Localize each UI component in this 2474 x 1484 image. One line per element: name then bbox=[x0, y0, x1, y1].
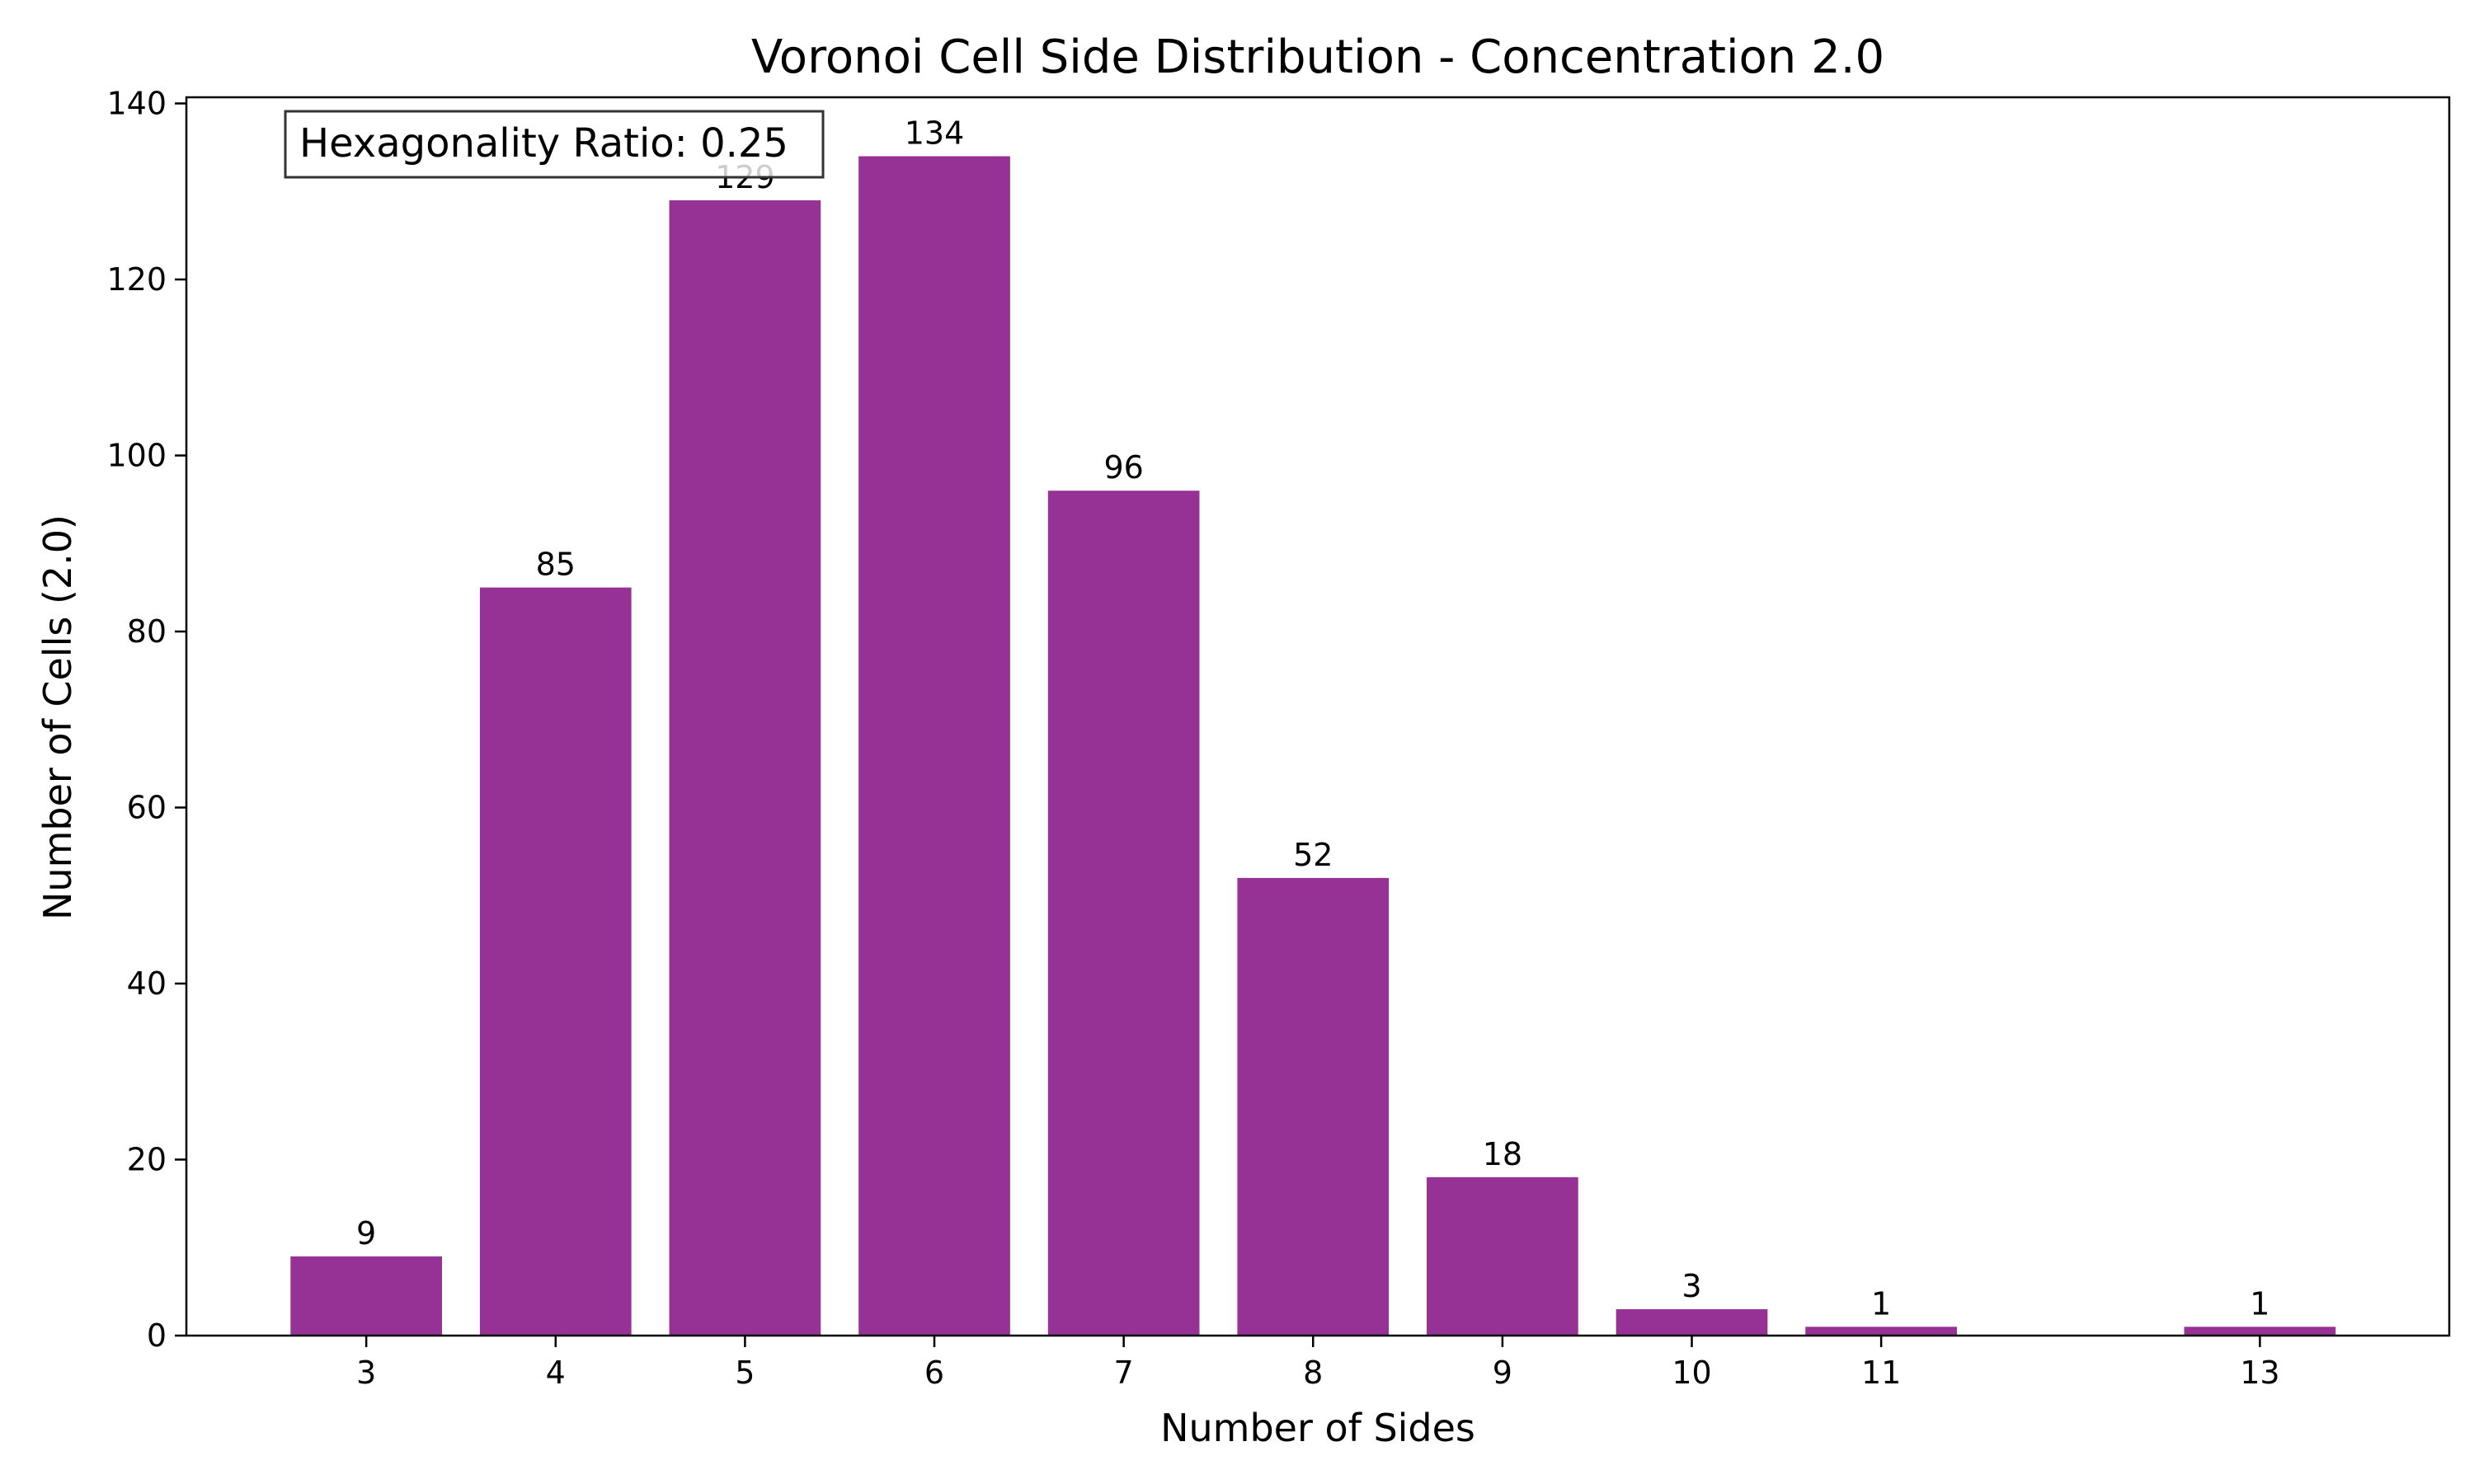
bar-value-label: 134 bbox=[905, 115, 965, 152]
x-tick-label: 7 bbox=[1114, 1355, 1134, 1391]
y-tick-label: 20 bbox=[127, 1141, 167, 1177]
x-axis-label: Number of Sides bbox=[1160, 1406, 1475, 1450]
bar-6 bbox=[858, 156, 1010, 1336]
x-tick-label: 9 bbox=[1493, 1355, 1512, 1391]
bar-5 bbox=[669, 200, 821, 1336]
bar-value-label: 96 bbox=[1103, 449, 1143, 486]
y-tick-label: 120 bbox=[106, 261, 167, 298]
bar-10 bbox=[1616, 1308, 1768, 1336]
x-tick-label: 13 bbox=[2240, 1355, 2279, 1391]
y-axis-label: Number of Cells (2.0) bbox=[35, 514, 80, 920]
bar-4 bbox=[479, 587, 632, 1336]
plot-frame bbox=[185, 96, 2451, 1337]
annotation-box: Hexagonality Ratio: 0.25 bbox=[284, 110, 825, 179]
y-tick-label: 40 bbox=[127, 965, 167, 1002]
annotation-text: Hexagonality Ratio: 0.25 bbox=[299, 120, 788, 167]
bar-value-label: 3 bbox=[1681, 1268, 1701, 1304]
y-tick-label: 80 bbox=[127, 613, 167, 650]
x-tick-label: 5 bbox=[735, 1355, 755, 1391]
bar-value-label: 85 bbox=[536, 547, 576, 583]
bar-11 bbox=[1805, 1327, 1957, 1336]
bar-value-label: 1 bbox=[2250, 1285, 2269, 1322]
bar-7 bbox=[1047, 491, 1200, 1336]
chart-title: Voronoi Cell Side Distribution - Concent… bbox=[751, 31, 1884, 84]
x-tick-label: 6 bbox=[924, 1355, 944, 1391]
bar-8 bbox=[1237, 877, 1390, 1336]
bar-value-label: 9 bbox=[356, 1215, 376, 1252]
x-tick-label: 4 bbox=[546, 1355, 566, 1391]
x-axis: 3 4 5 6 7 8 9 10 11 13 bbox=[356, 1336, 2280, 1391]
bar-3 bbox=[290, 1256, 442, 1336]
y-tick-label: 100 bbox=[106, 437, 167, 473]
y-tick-label: 0 bbox=[147, 1317, 167, 1354]
bar-9 bbox=[1427, 1176, 1578, 1336]
x-tick-label: 11 bbox=[1861, 1355, 1901, 1391]
x-tick-label: 3 bbox=[356, 1355, 376, 1391]
x-tick-label: 8 bbox=[1303, 1355, 1323, 1391]
y-tick-label: 140 bbox=[106, 85, 167, 121]
bar-value-label: 52 bbox=[1293, 837, 1333, 873]
x-tick-label: 10 bbox=[1672, 1355, 1711, 1391]
bars-group bbox=[290, 156, 2336, 1336]
y-tick-label: 60 bbox=[127, 789, 167, 825]
y-axis: 0 20 40 60 80 100 120 140 bbox=[106, 85, 186, 1354]
bar-value-label: 1 bbox=[1871, 1285, 1891, 1322]
bar-value-label: 18 bbox=[1483, 1136, 1522, 1172]
annotation-frame bbox=[284, 110, 825, 179]
bar-13 bbox=[2184, 1327, 2336, 1336]
bar-labels-group: 985129134965218311 bbox=[356, 115, 2269, 1322]
